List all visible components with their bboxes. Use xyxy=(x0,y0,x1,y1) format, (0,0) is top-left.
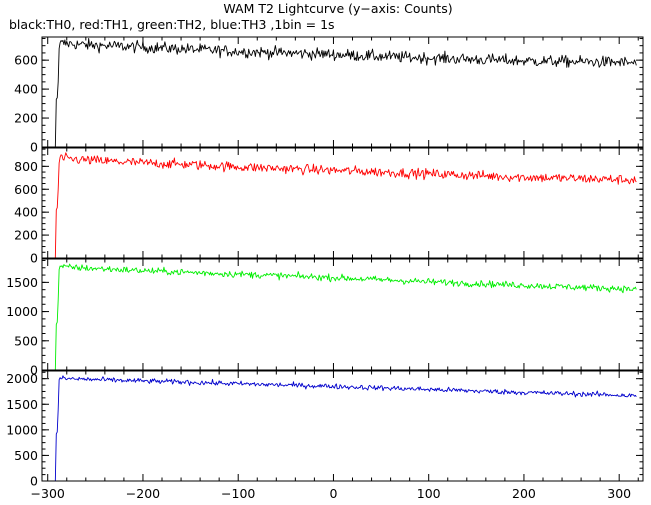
y-tick-label: 2000 xyxy=(6,371,38,386)
x-tick-label: 100 xyxy=(417,486,441,501)
y-tick-label: 0 xyxy=(30,251,38,266)
series-th3-line xyxy=(42,375,637,482)
y-tick-label: 500 xyxy=(14,333,38,348)
panel-frame xyxy=(41,147,644,259)
x-tick-label: 200 xyxy=(512,486,536,501)
panels-group: 0200400600020040060080005001000150005001… xyxy=(6,36,644,501)
y-tick-label: 400 xyxy=(14,82,38,97)
x-tick-label: 300 xyxy=(607,486,631,501)
y-tick-label: 1000 xyxy=(6,422,38,437)
y-tick-label: 1000 xyxy=(6,304,38,319)
y-tick-label: 0 xyxy=(30,363,38,378)
y-tick-label: 1500 xyxy=(6,397,38,412)
y-tick-label: 500 xyxy=(14,448,38,463)
series-th1-line xyxy=(42,152,637,259)
y-tick-label: 600 xyxy=(14,182,38,197)
x-tick-label: −300 xyxy=(31,486,65,501)
y-tick-label: 1500 xyxy=(6,275,38,290)
x-tick-label: −200 xyxy=(126,486,160,501)
series-th0-line xyxy=(42,38,637,148)
panel-th1: 0 200 400 600 800 xyxy=(14,147,644,266)
panel-frame xyxy=(41,258,644,371)
chart-title: WAM T2 Lightcurve (y−axis: Counts) xyxy=(223,1,452,16)
y-tick-label: 800 xyxy=(14,159,38,174)
chart-subtitle: black:TH0, red:TH1, green:TH2, blue:TH3 … xyxy=(9,17,335,32)
panel-frame xyxy=(41,370,644,482)
panel-th0: 0 200 400 600 xyxy=(14,36,644,155)
panel-th2: 0 500 1000 1500 xyxy=(6,258,644,378)
x-tick-label: −100 xyxy=(221,486,255,501)
y-tick-label: 200 xyxy=(14,111,38,126)
y-tick-label: 600 xyxy=(14,53,38,68)
x-tick-label: 0 xyxy=(329,486,337,501)
y-tick-label: 0 xyxy=(30,474,38,489)
panel-frame xyxy=(41,36,644,148)
series-th2-line xyxy=(42,263,637,371)
y-tick-label: 400 xyxy=(14,205,38,220)
panel-th3: 0 500 1000 1500 2000 xyxy=(6,370,644,489)
y-tick-label: 0 xyxy=(30,140,38,155)
y-tick-label: 200 xyxy=(14,228,38,243)
